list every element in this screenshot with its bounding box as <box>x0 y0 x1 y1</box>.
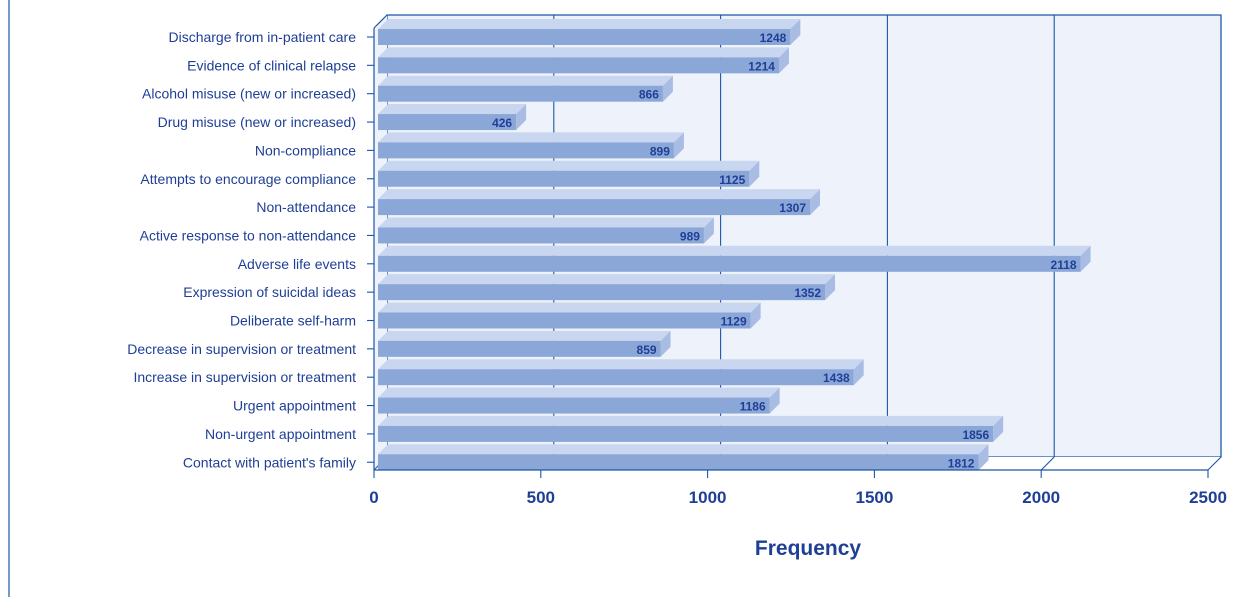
x-tick-label: 1000 <box>689 488 727 507</box>
bar <box>378 255 1081 272</box>
bar-value-label: 899 <box>650 144 670 158</box>
bar-value-label: 1186 <box>740 400 766 414</box>
floor-tick-diagonal-2000 <box>1040 456 1055 471</box>
bar-side-face <box>1080 245 1091 272</box>
bar <box>378 29 791 45</box>
bar-side-face <box>790 19 801 45</box>
x-tick-label: 2000 <box>1022 488 1060 507</box>
y-category-label: Alcohol misuse (new or increased) <box>142 86 356 102</box>
bar-top-face <box>378 47 789 58</box>
x-tick-label: 2500 <box>1189 488 1227 507</box>
y-category-label: Discharge from in-patient care <box>168 29 356 45</box>
bar-top-face <box>378 274 836 285</box>
bar-side-face <box>749 160 760 187</box>
y-category-label: Non-compliance <box>255 142 356 158</box>
y-category-label: Non-attendance <box>256 199 356 215</box>
bar <box>378 454 979 471</box>
x-tick-label: 1500 <box>855 488 893 507</box>
bar-value-label: 1438 <box>823 371 850 385</box>
bar-top-face <box>378 302 761 313</box>
bar-top-face <box>378 132 684 143</box>
bar-side-face <box>778 47 789 74</box>
bar <box>378 397 770 414</box>
bar-side-face <box>853 359 864 386</box>
y-axis-top-diagonal <box>373 14 388 29</box>
bar-top-face <box>378 160 760 171</box>
bar-value-label: 1129 <box>721 315 747 329</box>
y-category-label: Drug misuse (new or increased) <box>158 114 356 130</box>
bar-value-label: 1856 <box>962 428 989 442</box>
bar-side-face <box>978 444 989 471</box>
bar <box>378 142 674 159</box>
x-tick-label: 0 <box>369 488 378 507</box>
bar <box>378 369 854 386</box>
bar-value-label: 859 <box>637 343 657 357</box>
bar-value-label: 426 <box>492 116 512 130</box>
bar-top-face <box>378 75 673 86</box>
bar-value-label: 1307 <box>779 201 806 215</box>
bar-value-label: 866 <box>639 88 659 102</box>
bar-value-label: 1125 <box>719 173 745 187</box>
y-category-label: Attempts to encourage compliance <box>140 171 356 187</box>
y-category-label: Deliberate self-harm <box>230 313 356 329</box>
bar-top-face <box>378 189 821 200</box>
bar-value-label: 1352 <box>794 286 821 300</box>
y-category-label: Urgent appointment <box>233 398 356 414</box>
bar-value-label: 1248 <box>760 31 787 45</box>
bar-side-face <box>703 217 714 244</box>
bar-value-label: 1214 <box>748 59 775 73</box>
y-category-label: Decrease in supervision or treatment <box>127 341 356 357</box>
bar <box>378 425 994 442</box>
bar-value-label: 1812 <box>948 456 975 470</box>
bar-value-label: 989 <box>680 229 700 243</box>
x-axis-title: Frequency <box>755 537 862 560</box>
bar-top-face <box>378 330 671 341</box>
bar-top-face <box>378 359 864 370</box>
bar <box>378 340 661 357</box>
bar-side-face <box>660 330 671 357</box>
y-category-label: Expression of suicidal ideas <box>183 284 356 300</box>
bar <box>378 57 779 74</box>
bar-value-label: 2118 <box>1051 258 1077 272</box>
bar-top-face <box>378 415 1004 426</box>
bar <box>378 199 811 216</box>
bar-top-face <box>378 387 780 398</box>
bar <box>378 312 751 329</box>
bar-top-face <box>378 444 989 455</box>
bar-side-face <box>662 75 673 102</box>
y-category-label: Evidence of clinical relapse <box>187 57 356 73</box>
bar <box>378 170 750 187</box>
bar <box>378 227 704 244</box>
bar-side-face <box>993 415 1004 442</box>
bar-side-face <box>516 104 527 131</box>
bar <box>378 114 517 131</box>
x-tick-label: 500 <box>527 488 555 507</box>
y-category-label: Adverse life events <box>238 256 356 272</box>
y-category-label: Contact with patient's family <box>183 454 356 470</box>
y-category-label: Non-urgent appointment <box>205 426 356 442</box>
bar-side-face <box>673 132 684 159</box>
bar-side-face <box>825 274 836 301</box>
y-category-label: Increase in supervision or treatment <box>133 369 356 385</box>
bar <box>378 85 663 102</box>
bar-side-face <box>750 302 761 329</box>
bar-side-face <box>810 189 821 216</box>
y-category-label: Active response to non-attendance <box>140 227 357 243</box>
bar-top-face <box>378 19 801 29</box>
bar-top-face <box>378 217 714 228</box>
bar-top-face <box>378 245 1091 256</box>
bar <box>378 284 826 301</box>
floor-tick-diagonal-2500 <box>1207 456 1222 471</box>
bar-top-face <box>378 104 527 115</box>
bar-side-face <box>769 387 780 414</box>
